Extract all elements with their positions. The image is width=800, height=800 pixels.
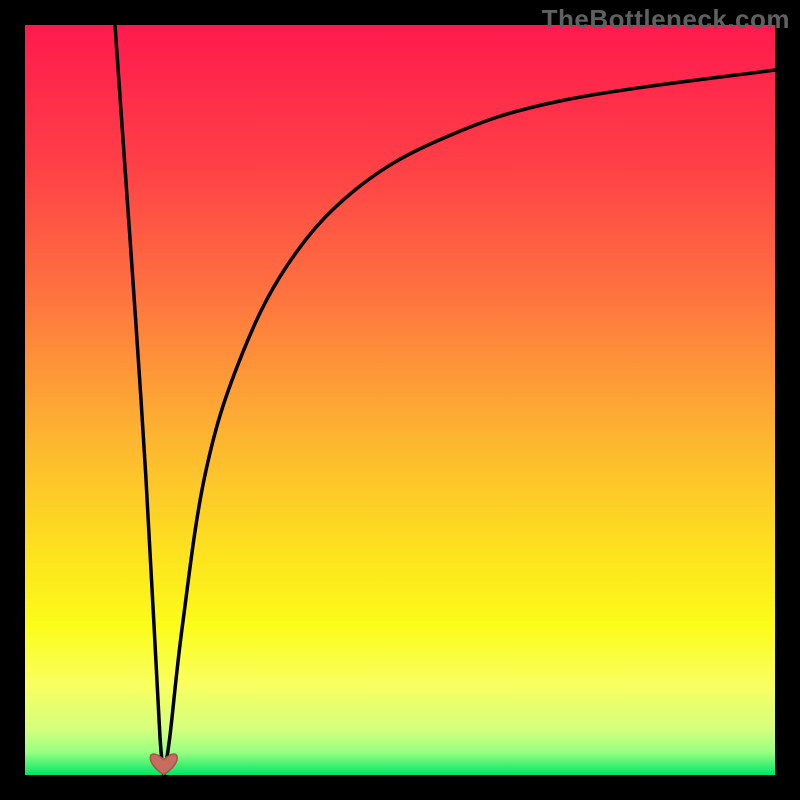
watermark-text: TheBottleneck.com [542,4,790,35]
chart-container: TheBottleneck.com [0,0,800,800]
bottleneck-chart [0,0,800,800]
gradient-plot-background [25,25,775,775]
